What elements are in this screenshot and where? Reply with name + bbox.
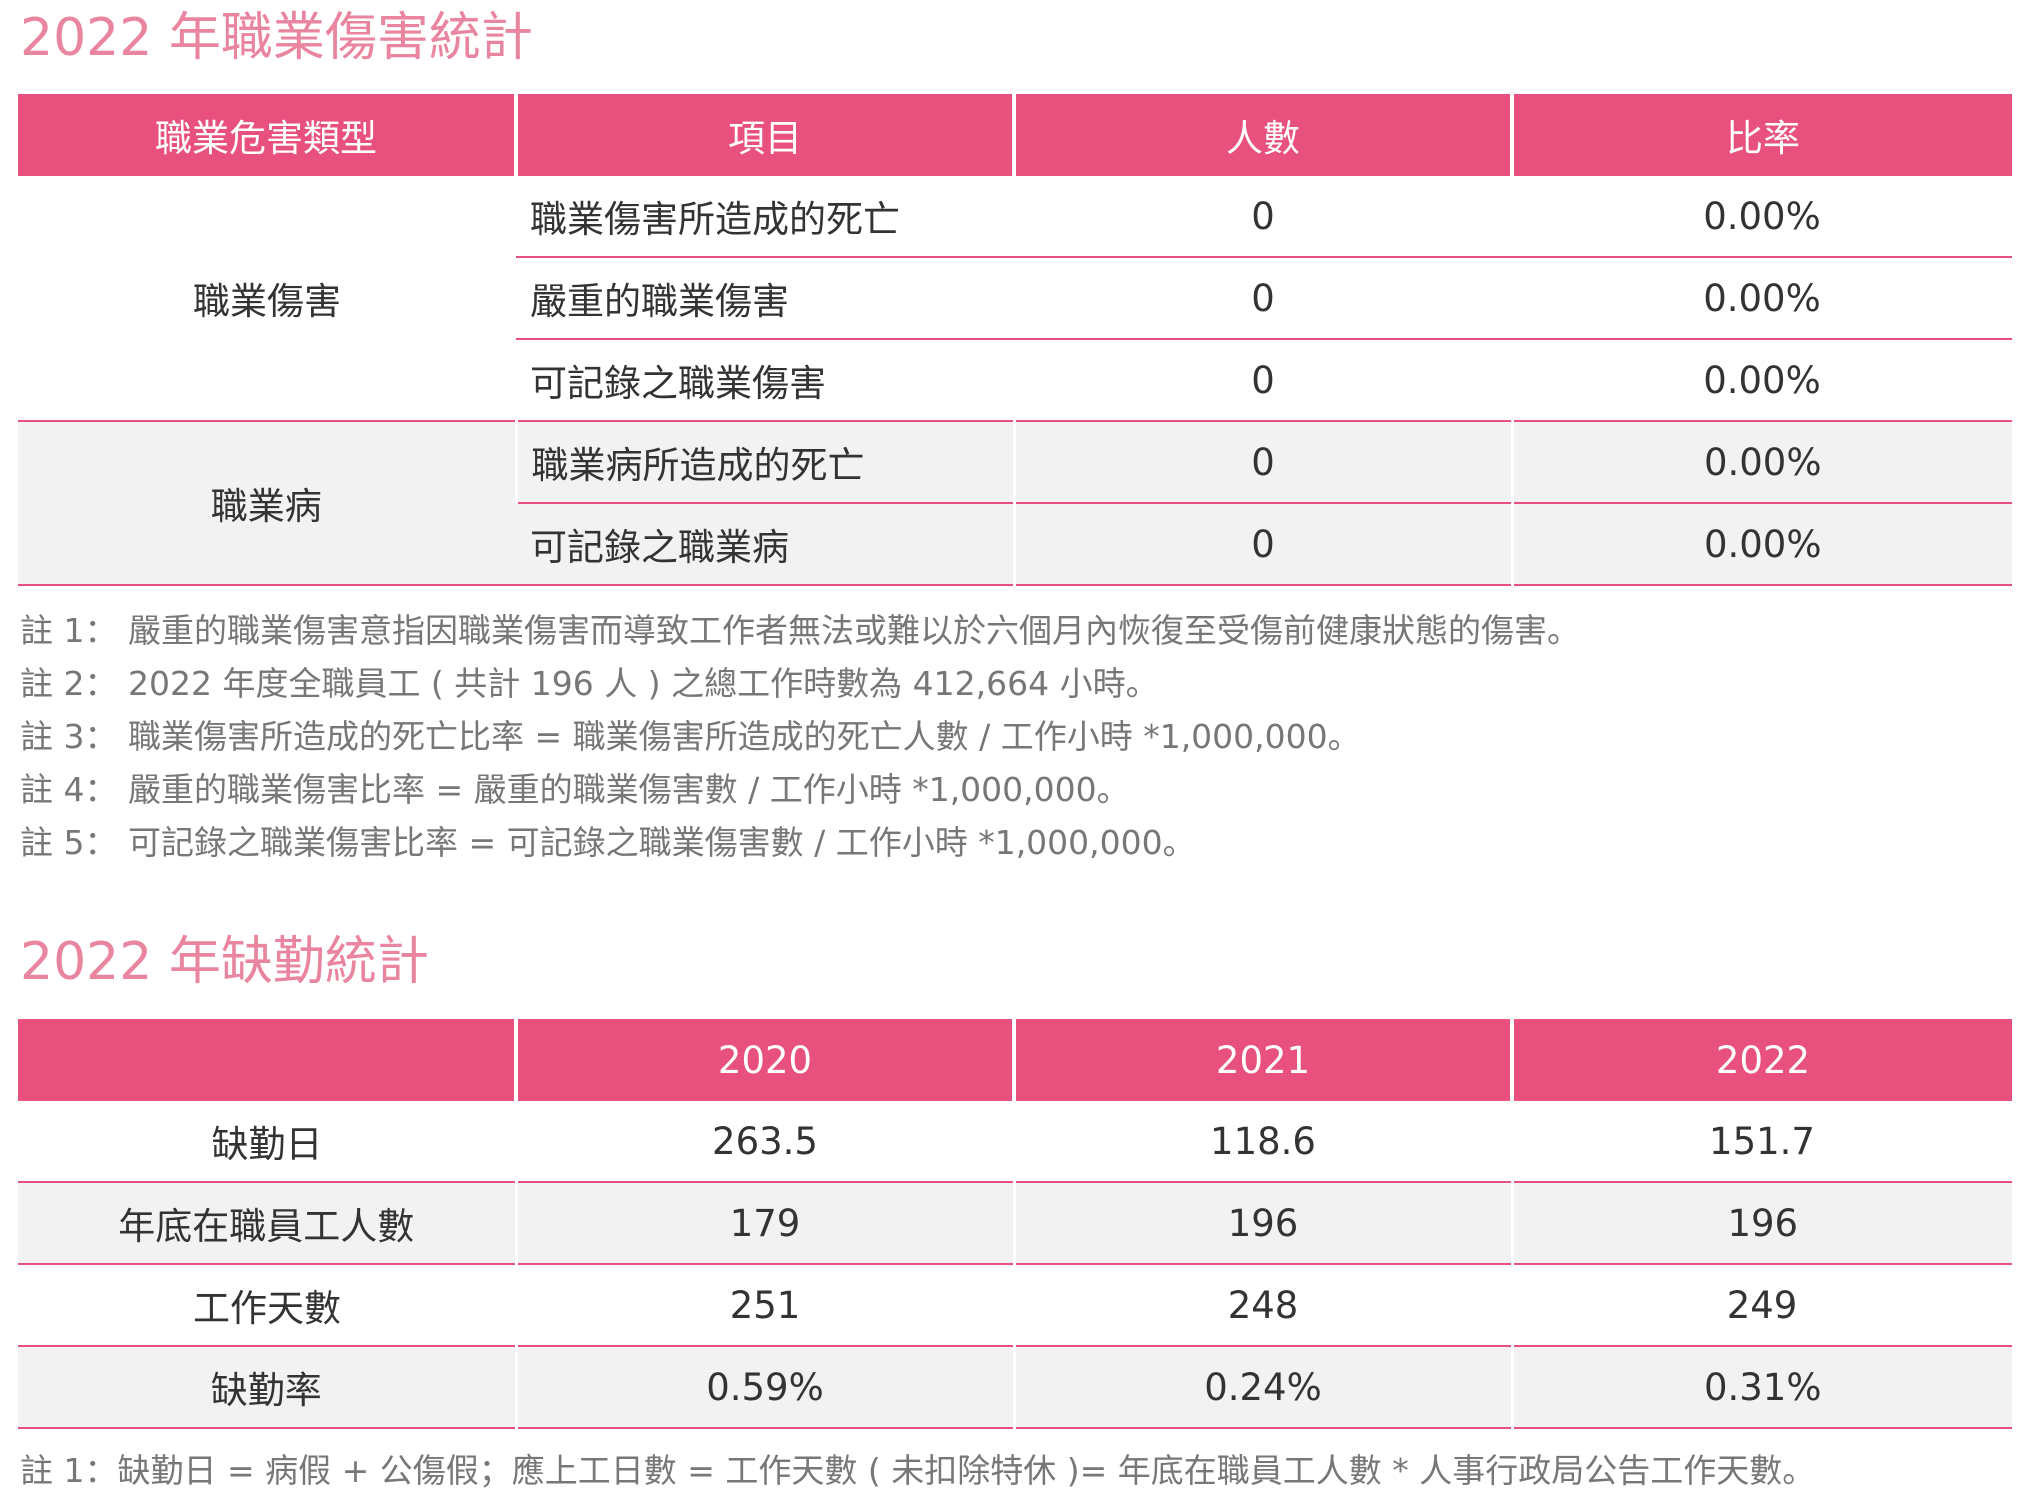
- item-cell: 嚴重的職業傷害: [516, 257, 1014, 340]
- table-row: 工作天數 251 248 249: [18, 1264, 2012, 1347]
- table-row: 職業傷害 職業傷害所造成的死亡 0 0.00%: [18, 176, 2012, 422]
- value-cell: 248: [1014, 1264, 1512, 1347]
- header-item: 項目: [514, 94, 1014, 176]
- table-row: 嚴重的職業傷害 0 0.00%: [18, 257, 2012, 340]
- absence-title: 2022 年缺勤統計: [20, 932, 429, 992]
- table-row: 缺勤率 0.59% 0.24% 0.31%: [18, 1346, 2012, 1429]
- count-cell: 0: [1012, 421, 1512, 504]
- header-rate: 比率: [1510, 94, 2012, 176]
- table-row: 年底在職員工人數 179 196 196: [18, 1182, 2012, 1265]
- item-cell: 可記錄之職業病: [516, 503, 1014, 586]
- rate-cell: 0.00%: [1510, 421, 2012, 504]
- value-cell: 151.7: [1512, 1101, 2012, 1183]
- absence-header-row: 2020 2021 2022: [18, 1019, 2012, 1101]
- count-cell: 0: [1014, 339, 1512, 422]
- injury-table: 職業危害類型 項目 人數 比率 職業傷害 職業傷害所造成的死亡 0 0.00% …: [18, 94, 2012, 586]
- table-row: 缺勤日 263.5 118.6 151.7: [18, 1101, 2012, 1183]
- header-year: 2022: [1510, 1019, 2012, 1101]
- value-cell: 196: [1510, 1182, 2012, 1265]
- value-cell: 0.59%: [514, 1346, 1014, 1429]
- absence-table: 2020 2021 2022 缺勤日 263.5 118.6 151.7 年底在…: [18, 1019, 2012, 1429]
- count-cell: 0: [1014, 176, 1512, 258]
- rate-cell: 0.00%: [1510, 503, 2012, 586]
- hazard-type-cell: 職業病: [18, 421, 516, 586]
- note-line: 註 3： 職業傷害所造成的死亡比率 = 職業傷害所造成的死亡人數 / 工作小時 …: [20, 717, 1361, 756]
- injury-notes: 註 1： 嚴重的職業傷害意指因職業傷害而導致工作者無法或難以於六個月內恢復至受傷…: [20, 604, 1580, 869]
- row-label: 年底在職員工人數: [18, 1182, 516, 1265]
- row-label: 缺勤日: [18, 1101, 516, 1183]
- injury-header-row: 職業危害類型 項目 人數 比率: [18, 94, 2012, 176]
- note-line: 註 1： 嚴重的職業傷害意指因職業傷害而導致工作者無法或難以於六個月內恢復至受傷…: [20, 611, 1580, 650]
- value-cell: 118.6: [1014, 1101, 1512, 1183]
- note-line: 註 2： 2022 年度全職員工 ( 共計 196 人 ) 之總工作時數為 41…: [20, 664, 1159, 703]
- table-row: 可記錄之職業病 0 0.00%: [18, 503, 2012, 586]
- note-line: 註 5： 可記錄之職業傷害比率 = 可記錄之職業傷害數 / 工作小時 *1,00…: [20, 823, 1196, 862]
- value-cell: 249: [1512, 1264, 2012, 1347]
- count-cell: 0: [1014, 257, 1512, 340]
- rate-cell: 0.00%: [1512, 339, 2012, 422]
- header-year: 2020: [514, 1019, 1014, 1101]
- table-row: 可記錄之職業傷害 0 0.00%: [18, 339, 2012, 422]
- rate-cell: 0.00%: [1512, 257, 2012, 340]
- count-cell: 0: [1012, 503, 1512, 586]
- row-label: 工作天數: [18, 1264, 516, 1347]
- absence-notes: 註 1：缺勤日 = 病假 + 公傷假；應上工日數 = 工作天數 ( 未扣除特休 …: [20, 1444, 1815, 1497]
- note-line: 註 1：缺勤日 = 病假 + 公傷假；應上工日數 = 工作天數 ( 未扣除特休 …: [20, 1451, 1816, 1490]
- header-count: 人數: [1012, 94, 1512, 176]
- value-cell: 263.5: [516, 1101, 1014, 1183]
- header-hazard-type: 職業危害類型: [18, 94, 516, 176]
- value-cell: 179: [514, 1182, 1014, 1265]
- row-label: 缺勤率: [18, 1346, 516, 1429]
- table-row: 職業病 職業病所造成的死亡 0 0.00%: [18, 421, 2012, 586]
- item-cell: 可記錄之職業傷害: [516, 339, 1014, 422]
- injury-title: 2022 年職業傷害統計: [20, 8, 533, 68]
- item-cell: 職業病所造成的死亡: [514, 421, 1014, 504]
- value-cell: 0.31%: [1510, 1346, 2012, 1429]
- header-year: 2021: [1012, 1019, 1512, 1101]
- value-cell: 0.24%: [1012, 1346, 1512, 1429]
- item-cell: 職業傷害所造成的死亡: [516, 176, 1014, 258]
- hazard-type-cell: 職業傷害: [18, 176, 516, 422]
- value-cell: 251: [516, 1264, 1014, 1347]
- note-line: 註 4： 嚴重的職業傷害比率 = 嚴重的職業傷害數 / 工作小時 *1,000,…: [20, 770, 1130, 809]
- header-blank: [18, 1019, 516, 1101]
- rate-cell: 0.00%: [1512, 176, 2012, 258]
- value-cell: 196: [1012, 1182, 1512, 1265]
